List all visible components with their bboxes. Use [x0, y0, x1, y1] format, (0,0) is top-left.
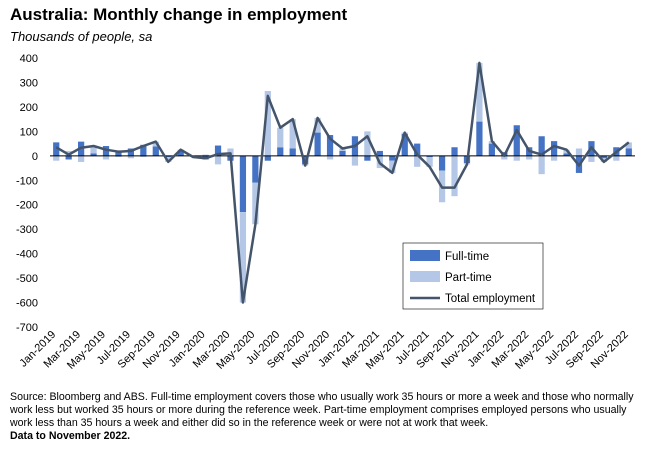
total-line — [55, 61, 630, 304]
legend-swatch — [410, 271, 440, 282]
full-time-bar — [451, 147, 458, 156]
part-time-bar — [90, 146, 97, 154]
part-time-bar — [575, 148, 583, 156]
y-axis: 400 300 200 100 0 -100 -200 -300 -400 -500 -600 -70… — [16, 53, 38, 334]
full-time-bar — [563, 153, 570, 156]
full-time-bar — [90, 153, 97, 156]
part-time-bar — [513, 155, 520, 161]
full-time-bar — [239, 155, 247, 213]
part-time-bar — [252, 182, 259, 225]
bars — [53, 62, 632, 303]
y-tick-label: -100 — [16, 175, 38, 187]
full-time-bar — [289, 148, 296, 156]
full-time-bar — [339, 150, 346, 156]
part-time-bar — [78, 155, 85, 162]
full-time-bar — [302, 155, 309, 165]
part-time-bar — [364, 131, 371, 156]
y-tick-label: -200 — [16, 200, 38, 212]
full-time-bar — [513, 125, 520, 156]
full-time-bar — [152, 146, 159, 156]
full-time-bar — [264, 155, 271, 161]
full-time-bar — [65, 155, 72, 160]
part-time-bar — [550, 155, 558, 161]
part-time-bar — [53, 155, 60, 161]
full-time-bar — [389, 155, 396, 161]
full-time-bar — [277, 147, 284, 156]
full-time-bar — [488, 143, 495, 156]
y-tick-label: -400 — [16, 249, 38, 261]
part-time-bar — [426, 157, 433, 167]
part-time-bar — [289, 119, 296, 149]
part-time-bar — [152, 141, 159, 147]
full-time-bar — [550, 141, 558, 156]
source-note: Source: Bloomberg and ABS. Full-time emp… — [10, 391, 642, 443]
full-time-bar — [426, 155, 433, 158]
part-time-bar — [538, 155, 545, 175]
full-time-bar — [140, 144, 147, 156]
part-time-bar — [239, 212, 247, 303]
y-tick-label: -600 — [16, 298, 38, 310]
full-time-bar — [252, 155, 259, 183]
part-time-bar — [140, 155, 147, 158]
part-time-bar — [476, 62, 483, 122]
legend-label: Total employment — [445, 293, 536, 305]
part-time-bar — [214, 155, 222, 165]
full-time-bar — [165, 155, 172, 158]
part-time-bar — [625, 142, 632, 149]
full-time-bar — [53, 142, 60, 156]
y-tick-label: 100 — [20, 126, 38, 138]
full-time-bar — [600, 155, 607, 159]
full-time-bar — [538, 136, 545, 156]
part-time-bar — [127, 155, 135, 159]
part-time-bar — [165, 157, 172, 162]
full-time-bar — [177, 150, 184, 156]
y-tick-label: 300 — [20, 77, 38, 89]
y-tick-label: -500 — [16, 273, 38, 285]
part-time-bar — [326, 155, 334, 160]
full-time-bar — [364, 155, 371, 161]
full-time-bar — [314, 132, 321, 156]
part-time-bar — [414, 155, 421, 167]
y-tick-label: 200 — [20, 102, 38, 114]
part-time-bar — [115, 155, 122, 158]
full-time-bar — [376, 150, 383, 156]
source-text: Source: Bloomberg and ABS. Full-time emp… — [10, 391, 634, 429]
y-tick-label: 0 — [32, 151, 38, 163]
data-date-note: Data to November 2022. — [10, 430, 131, 442]
legend-label: Part-time — [445, 272, 492, 284]
full-time-bar — [438, 155, 446, 171]
full-time-bar — [401, 133, 408, 156]
part-time-bar — [501, 155, 508, 160]
chart-subtitle: Thousands of people, sa — [10, 29, 153, 44]
part-time-bar — [389, 160, 396, 173]
part-time-bar — [314, 117, 321, 133]
total-employment-line — [55, 61, 630, 304]
y-tick-label: -300 — [16, 224, 38, 236]
part-time-bar — [202, 154, 209, 156]
legend-swatch — [410, 250, 440, 261]
part-time-bar — [227, 148, 234, 156]
part-time-bar — [351, 155, 359, 166]
full-time-bar — [115, 150, 122, 156]
x-axis: Jan-2019Mar-2019May-2019Jul-2019Sep-2019… — [17, 329, 630, 372]
part-time-bar — [588, 155, 595, 162]
part-time-bar — [102, 155, 110, 160]
full-time-bar — [476, 121, 483, 156]
full-time-bar — [326, 135, 334, 156]
part-time-bar — [277, 127, 284, 148]
legend: Full-time Part-time Total employment — [402, 242, 544, 310]
full-time-bar — [625, 148, 632, 156]
part-time-bar — [451, 155, 458, 197]
full-time-bar — [414, 143, 421, 156]
y-tick-label: -700 — [16, 322, 38, 334]
part-time-bar — [264, 91, 271, 156]
y-tick-label: 400 — [20, 53, 38, 65]
part-time-bar — [613, 155, 620, 161]
full-time-bar — [214, 145, 222, 156]
chart-title: Australia: Monthly change in employment — [10, 5, 348, 24]
legend-label: Full-time — [445, 251, 489, 263]
part-time-bar — [526, 155, 533, 160]
